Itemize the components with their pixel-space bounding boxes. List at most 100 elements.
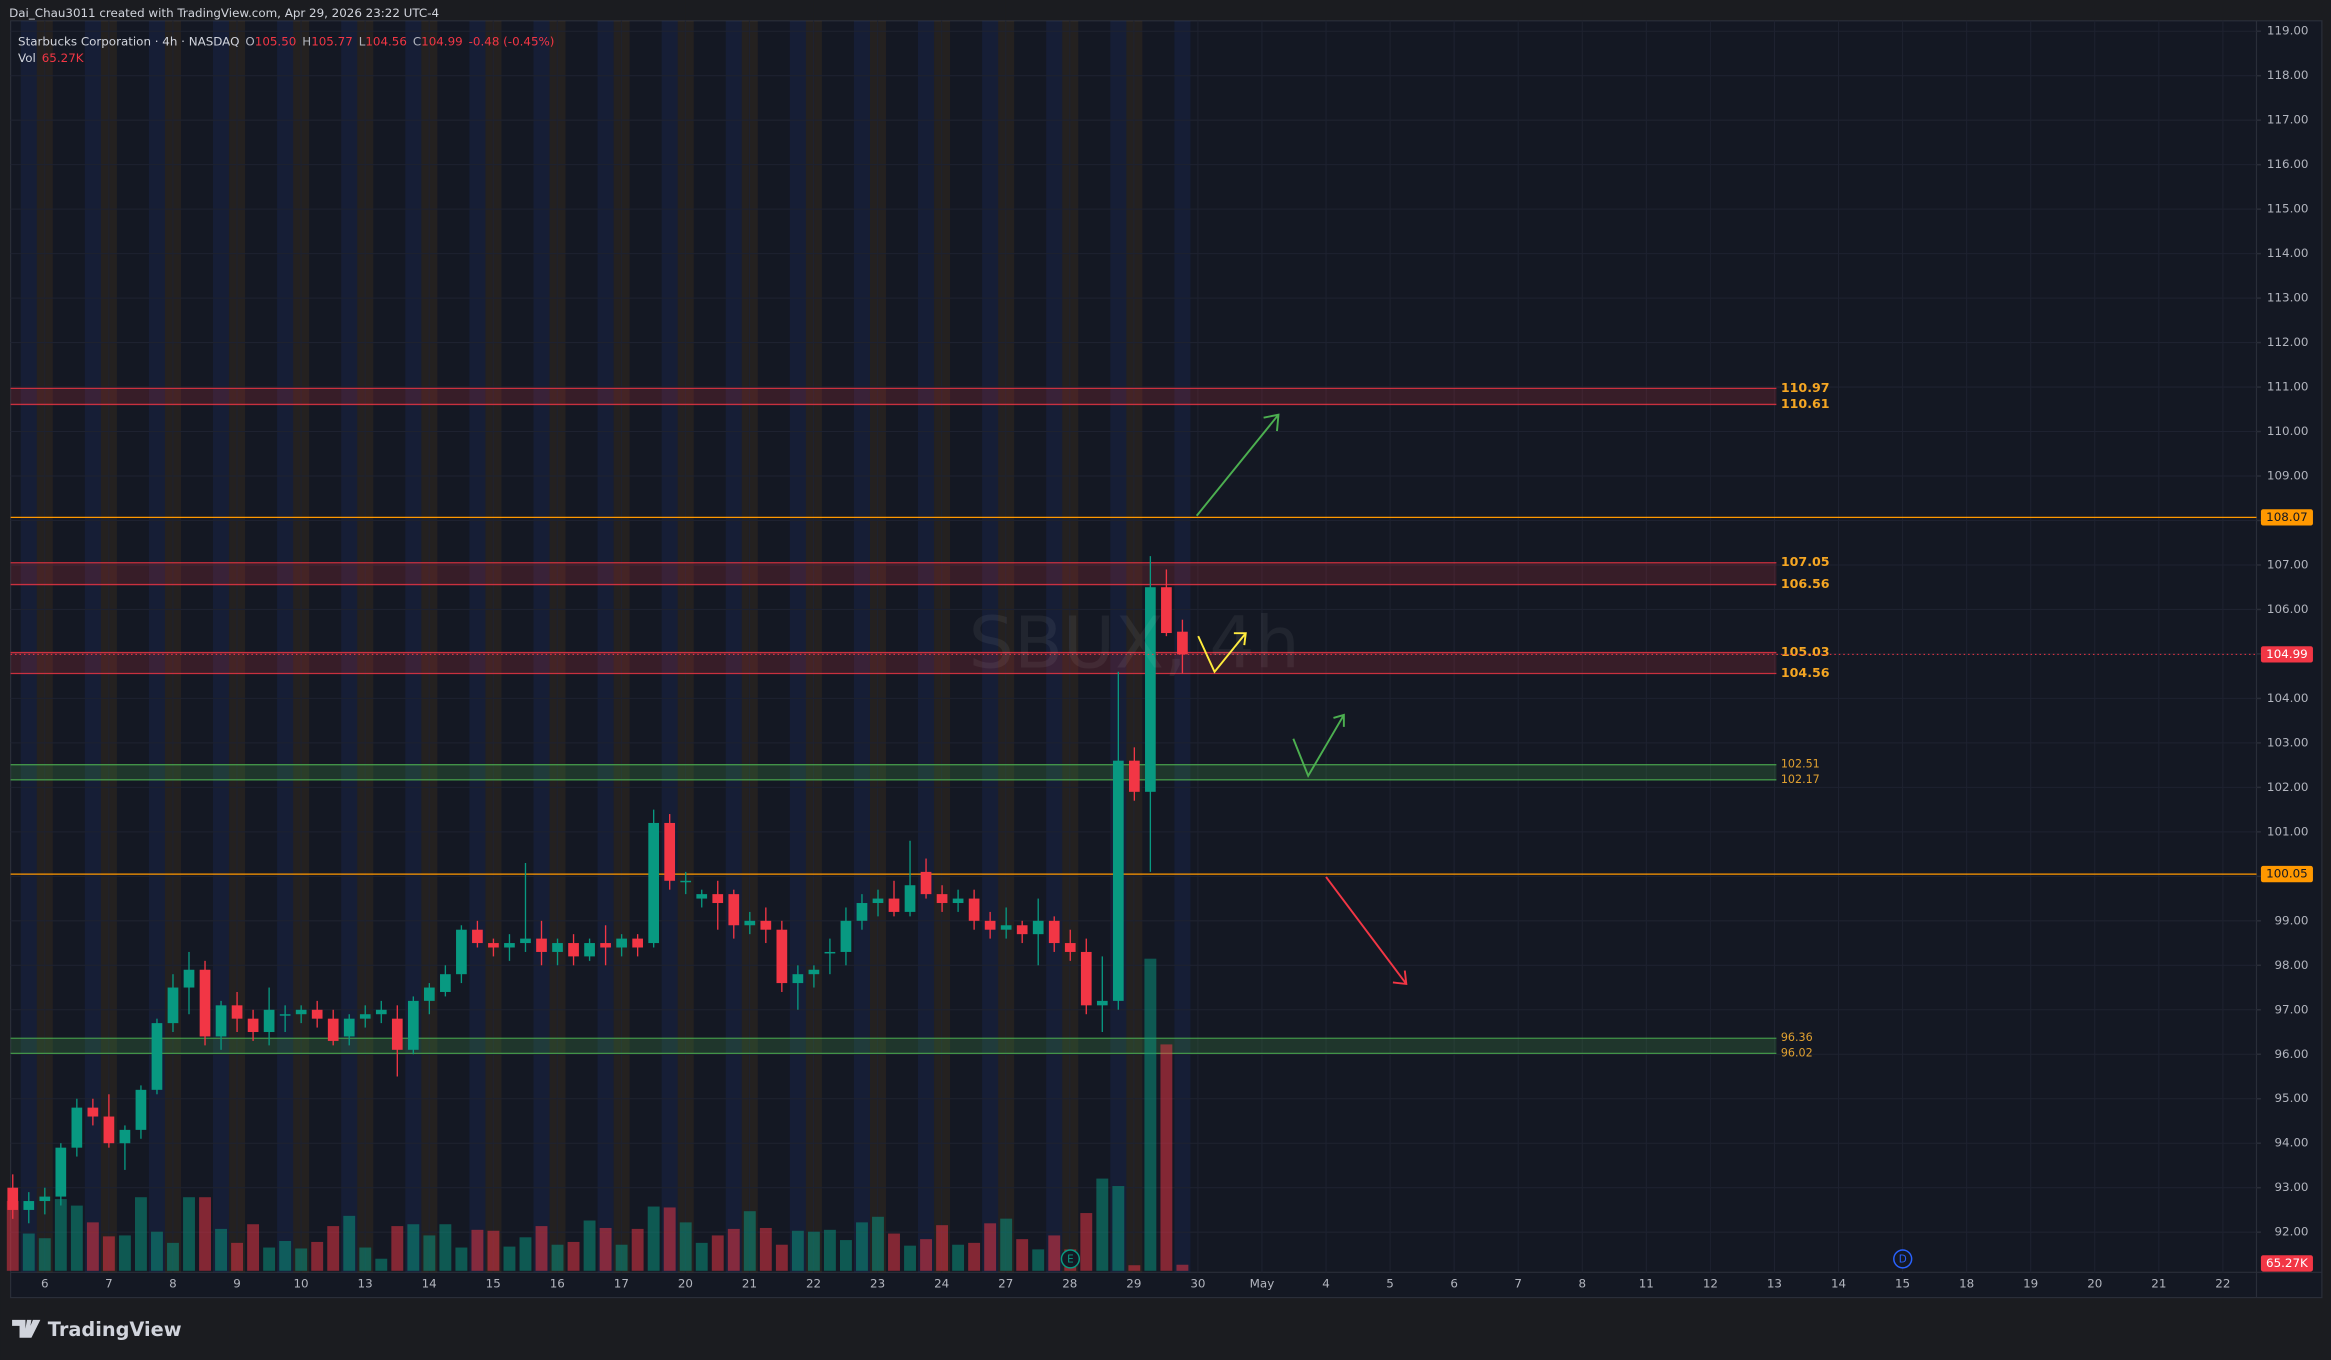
- y-tick-label: 112.00: [2267, 335, 2309, 349]
- candle-body: [1161, 587, 1172, 634]
- arrow-up: [1195, 413, 1280, 517]
- o-key: O: [245, 34, 254, 48]
- volume-bar: [904, 1245, 916, 1271]
- x-tick-label: May: [1250, 1277, 1275, 1291]
- volume-bar: [359, 1247, 372, 1271]
- volume-bar: [167, 1242, 179, 1271]
- level-badge: [2260, 509, 2313, 526]
- candle-body: [440, 974, 451, 992]
- volume-bar: [327, 1226, 340, 1271]
- volume-bar: [487, 1230, 500, 1271]
- volume-bar: [807, 1231, 820, 1271]
- author-line: Dai_Chau3011 created with TradingView.co…: [9, 6, 439, 20]
- afterhours-band: [469, 20, 486, 1273]
- legend-line: Starbucks Corporation · 4h · NASDAQ O105.…: [18, 34, 554, 48]
- volume-bar: [183, 1197, 195, 1271]
- zone-low-label: 96.02: [1781, 1046, 1813, 1059]
- candle-body: [71, 1107, 83, 1148]
- volume-bar: [695, 1242, 708, 1271]
- volume-bar: [1144, 958, 1157, 1271]
- y-tick-label: 106.00: [2267, 602, 2309, 616]
- volume-bar: [199, 1197, 211, 1271]
- x-tick-label: 15: [1895, 1277, 1910, 1291]
- candle-body: [952, 898, 964, 904]
- y-tick-label: 93.00: [2274, 1180, 2308, 1194]
- volume-bar: [727, 1228, 740, 1271]
- h-key: H: [302, 34, 311, 48]
- y-tick-label: 97.00: [2274, 1002, 2308, 1016]
- afterhours-band: [213, 20, 230, 1273]
- candle-body: [1112, 760, 1124, 1001]
- candle-body: [23, 1201, 35, 1210]
- event-marker: [1060, 1249, 1081, 1269]
- volume-bar: [1112, 1186, 1125, 1271]
- vol-key: Vol: [18, 50, 36, 64]
- volume-badge: [2260, 1255, 2313, 1272]
- x-tick-label: 11: [1639, 1277, 1654, 1291]
- candle-body: [840, 920, 852, 952]
- candle-body: [1048, 920, 1060, 944]
- candle-body: [488, 943, 499, 948]
- l-key: L: [359, 34, 366, 48]
- candle-body: [231, 1005, 243, 1019]
- volume-bar: [503, 1246, 516, 1271]
- zone: [10, 652, 1777, 674]
- x-tick-label: 30: [1190, 1277, 1205, 1291]
- zone-low-label: 102.17: [1781, 773, 1820, 786]
- candle-body: [584, 943, 595, 957]
- y-tick-label: 113.00: [2267, 291, 2309, 305]
- volume-bar: [279, 1241, 292, 1271]
- volume-bar: [375, 1258, 388, 1271]
- volume-bar: [839, 1240, 852, 1271]
- afterhours-band: [982, 20, 999, 1273]
- candle-body: [1000, 925, 1012, 930]
- x-tick-label: 14: [422, 1277, 437, 1291]
- volume-bar: [583, 1220, 596, 1271]
- volume-bar: [647, 1206, 660, 1271]
- candle-body: [1032, 920, 1044, 935]
- volume-bar: [118, 1235, 131, 1271]
- candle-body: [199, 969, 211, 1037]
- volume-bar: [343, 1215, 356, 1271]
- y-tick-label: 92.00: [2274, 1225, 2308, 1239]
- candle-body: [520, 938, 531, 944]
- volume-bar: [984, 1223, 997, 1271]
- candle-body: [984, 920, 996, 930]
- close: 104.99: [421, 34, 463, 48]
- x-tick-label: 7: [105, 1277, 113, 1291]
- change: -0.48 (-0.45%): [469, 34, 555, 48]
- zone: [10, 562, 1777, 585]
- x-tick-label: 28: [1062, 1277, 1077, 1291]
- candle-body: [552, 943, 563, 952]
- afterhours-band: [597, 20, 614, 1273]
- volume-bar: [599, 1227, 612, 1271]
- volume-bar: [86, 1222, 99, 1271]
- main-layer: 92.00 93.00 94.00 95.00 96.00 97.00 98.00 99.00…: [6, 24, 2313, 1291]
- x-tick-label: 21: [742, 1277, 757, 1291]
- candle-body: [359, 1014, 371, 1019]
- candle-body: [472, 929, 483, 944]
- volume-bar: [823, 1229, 836, 1271]
- y-tick-label: 110.00: [2267, 424, 2309, 438]
- y-tick-label: 95.00: [2274, 1091, 2308, 1105]
- volume-bar: [151, 1231, 163, 1271]
- volume-bar: [407, 1224, 420, 1271]
- volume-bar: [1128, 1265, 1141, 1271]
- arrow-yellow: [1197, 632, 1247, 674]
- zone-high-label: 96.36: [1781, 1031, 1813, 1044]
- volume-bar: [1032, 1249, 1045, 1271]
- y-tick-label: 98.00: [2274, 958, 2308, 972]
- volume-bar: [791, 1230, 804, 1271]
- x-tick-label: 10: [293, 1277, 308, 1291]
- volume-bar: [1160, 1044, 1173, 1271]
- level-badge: [2260, 865, 2313, 883]
- afterhours-band: [148, 20, 165, 1273]
- afterhours-band: [341, 20, 358, 1273]
- volume-bar: [54, 1199, 67, 1271]
- candle-body: [728, 894, 740, 926]
- candle-body: [167, 987, 179, 1024]
- volume-bar: [1016, 1239, 1029, 1271]
- watermark: SBUX, 4h: [969, 602, 1300, 685]
- volume-bar: [247, 1224, 260, 1271]
- candle-body: [808, 969, 820, 975]
